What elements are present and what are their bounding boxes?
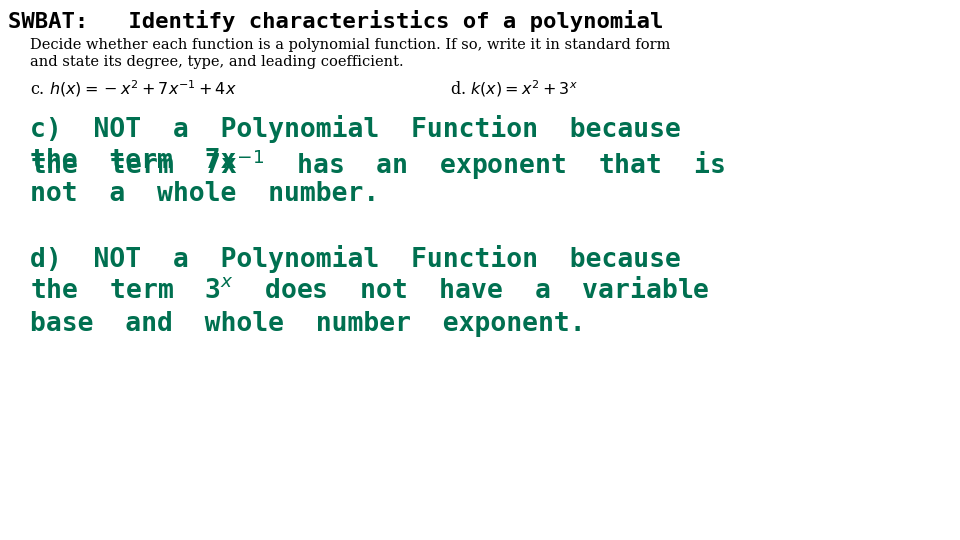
- Text: the  term  7x$^{-1}$  has  an  exponent  that  is: the term 7x$^{-1}$ has an exponent that …: [30, 148, 725, 183]
- Text: c)  NOT  a  Polynomial  Function  because: c) NOT a Polynomial Function because: [30, 115, 681, 143]
- Text: not  a  whole  number.: not a whole number.: [30, 181, 379, 207]
- Text: the  term  7x: the term 7x: [30, 148, 236, 174]
- Text: d. $k(x) = x^2 + 3^x$: d. $k(x) = x^2 + 3^x$: [450, 78, 578, 99]
- Text: Decide whether each function is a polynomial function. If so, write it in standa: Decide whether each function is a polyno…: [30, 38, 670, 52]
- Text: base  and  whole  number  exponent.: base and whole number exponent.: [30, 311, 586, 337]
- Text: and state its degree, type, and leading coefficient.: and state its degree, type, and leading …: [30, 55, 403, 69]
- Text: SWBAT:   Identify characteristics of a polynomial: SWBAT: Identify characteristics of a pol…: [8, 10, 663, 32]
- Text: c. $h(x) = -x^2 + 7x^{-1} + 4x$: c. $h(x) = -x^2 + 7x^{-1} + 4x$: [30, 78, 237, 99]
- Text: the  term  3$^x$  does  not  have  a  variable: the term 3$^x$ does not have a variable: [30, 278, 709, 304]
- Text: d)  NOT  a  Polynomial  Function  because: d) NOT a Polynomial Function because: [30, 245, 681, 273]
